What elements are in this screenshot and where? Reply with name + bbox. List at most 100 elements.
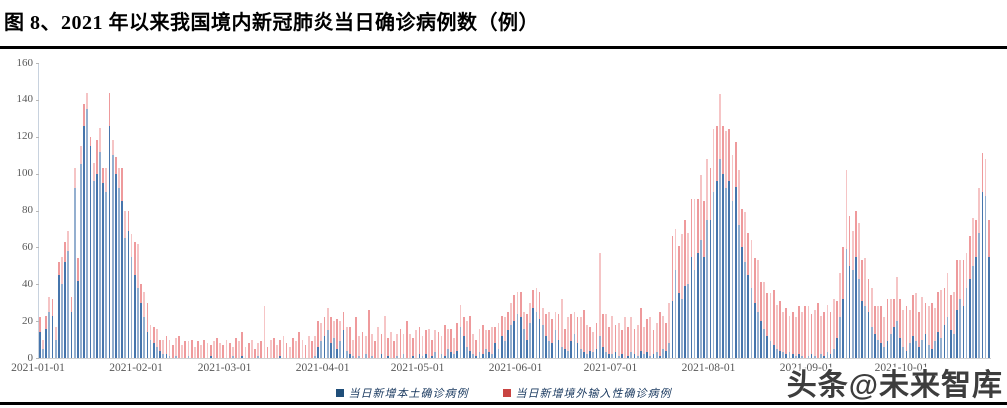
local-cases-segment bbox=[617, 356, 620, 358]
y-axis-label: 60 bbox=[22, 240, 33, 253]
daily-case-bar bbox=[836, 300, 838, 358]
daily-case-bar bbox=[690, 199, 693, 358]
imported-cases-segment bbox=[930, 302, 933, 349]
local-cases-segment bbox=[140, 302, 142, 358]
local-cases-segment bbox=[105, 192, 108, 358]
imported-cases-segment bbox=[491, 326, 494, 355]
local-cases-segment bbox=[782, 352, 785, 358]
imported-cases-segment bbox=[719, 94, 721, 159]
local-cases-segment bbox=[984, 195, 987, 358]
daily-case-bar bbox=[475, 339, 478, 358]
watermark: 头条@未来智库 bbox=[786, 369, 1003, 402]
daily-case-bar bbox=[121, 168, 123, 358]
daily-case-bar bbox=[507, 311, 509, 358]
imported-cases-segment bbox=[70, 297, 73, 312]
imported-cases-segment bbox=[870, 287, 873, 327]
daily-case-bar bbox=[380, 334, 383, 358]
daily-case-bar bbox=[696, 199, 699, 358]
local-cases-segment bbox=[981, 192, 984, 358]
daily-case-bar bbox=[124, 210, 127, 358]
imported-cases-segment bbox=[633, 328, 636, 355]
imported-cases-segment bbox=[288, 346, 291, 358]
daily-case-bar bbox=[383, 315, 386, 358]
daily-case-bar bbox=[405, 321, 408, 358]
daily-case-bar bbox=[943, 287, 946, 358]
imported-cases-segment bbox=[212, 341, 215, 358]
daily-case-bar bbox=[500, 315, 503, 358]
imported-cases-segment bbox=[690, 199, 693, 257]
imported-cases-segment bbox=[254, 348, 256, 358]
daily-case-bar bbox=[668, 302, 671, 358]
imported-cases-segment bbox=[987, 219, 990, 257]
daily-case-bar bbox=[67, 230, 70, 358]
local-cases-segment bbox=[703, 256, 705, 358]
daily-case-bar bbox=[624, 317, 626, 358]
local-cases-segment bbox=[877, 339, 879, 358]
imported-cases-segment bbox=[399, 328, 402, 358]
local-cases-segment bbox=[715, 181, 718, 358]
daily-case-bar bbox=[918, 311, 921, 358]
local-cases-segment bbox=[870, 326, 873, 358]
daily-case-bar bbox=[364, 335, 367, 358]
imported-cases-segment bbox=[209, 345, 212, 357]
local-cases-segment bbox=[42, 348, 44, 358]
local-cases-segment bbox=[159, 350, 161, 358]
imported-cases-segment bbox=[250, 339, 253, 358]
imported-cases-segment bbox=[143, 291, 146, 318]
imported-cases-segment bbox=[421, 335, 424, 357]
imported-cases-segment bbox=[222, 345, 225, 358]
imported-cases-segment bbox=[703, 201, 705, 257]
daily-case-bar bbox=[823, 311, 826, 358]
imported-cases-segment bbox=[605, 313, 607, 353]
imported-cases-segment bbox=[975, 219, 977, 257]
imported-cases-segment bbox=[339, 321, 342, 342]
local-cases-segment bbox=[864, 306, 867, 358]
imported-cases-segment bbox=[538, 291, 541, 320]
imported-cases-segment bbox=[57, 262, 60, 276]
legend-label-local: 当日新增本土确诊病例 bbox=[348, 388, 469, 400]
daily-case-bar bbox=[317, 321, 320, 358]
daily-case-bar bbox=[133, 241, 136, 358]
imported-cases-segment bbox=[731, 155, 734, 202]
imported-cases-segment bbox=[165, 335, 168, 355]
y-axis-tick bbox=[36, 247, 39, 249]
local-cases-segment bbox=[478, 352, 481, 358]
imported-cases-segment bbox=[753, 258, 756, 303]
daily-case-bar bbox=[390, 332, 392, 358]
daily-case-bar bbox=[662, 315, 664, 358]
local-cases-segment bbox=[639, 350, 642, 358]
daily-case-bar bbox=[336, 319, 339, 358]
daily-case-bar bbox=[769, 293, 772, 358]
local-cases-segment bbox=[396, 356, 399, 358]
imported-cases-segment bbox=[829, 311, 832, 355]
daily-case-bar bbox=[810, 313, 813, 358]
imported-cases-segment bbox=[614, 324, 617, 353]
imported-cases-segment bbox=[677, 245, 680, 294]
imported-cases-segment bbox=[788, 315, 791, 353]
daily-case-bar bbox=[358, 335, 361, 358]
imported-cases-segment bbox=[428, 328, 430, 358]
daily-case-bar bbox=[273, 337, 275, 358]
local-cases-segment bbox=[731, 201, 734, 358]
daily-case-bar bbox=[171, 345, 174, 358]
daily-case-bar bbox=[598, 252, 601, 358]
local-cases-segment bbox=[500, 335, 503, 358]
imported-cases-segment bbox=[798, 306, 800, 355]
local-cases-segment bbox=[614, 352, 617, 358]
local-cases-segment bbox=[908, 343, 911, 358]
chart-legend: 当日新增本土确诊病例 当日新增境外输入性确诊病例 bbox=[0, 385, 1007, 401]
daily-case-bar bbox=[915, 293, 917, 358]
imported-cases-segment bbox=[750, 240, 753, 288]
daily-case-bar bbox=[627, 326, 630, 358]
local-cases-segment bbox=[655, 352, 658, 358]
imported-cases-segment bbox=[972, 217, 974, 266]
local-cases-segment bbox=[722, 173, 724, 358]
daily-case-bar bbox=[956, 260, 958, 358]
daily-case-bar bbox=[187, 341, 190, 358]
local-cases-segment bbox=[421, 356, 424, 358]
y-axis-tick bbox=[36, 136, 39, 138]
daily-case-bar bbox=[247, 343, 250, 358]
local-cases-segment bbox=[114, 173, 117, 358]
imported-cases-segment bbox=[899, 299, 902, 338]
imported-cases-segment bbox=[102, 168, 105, 183]
